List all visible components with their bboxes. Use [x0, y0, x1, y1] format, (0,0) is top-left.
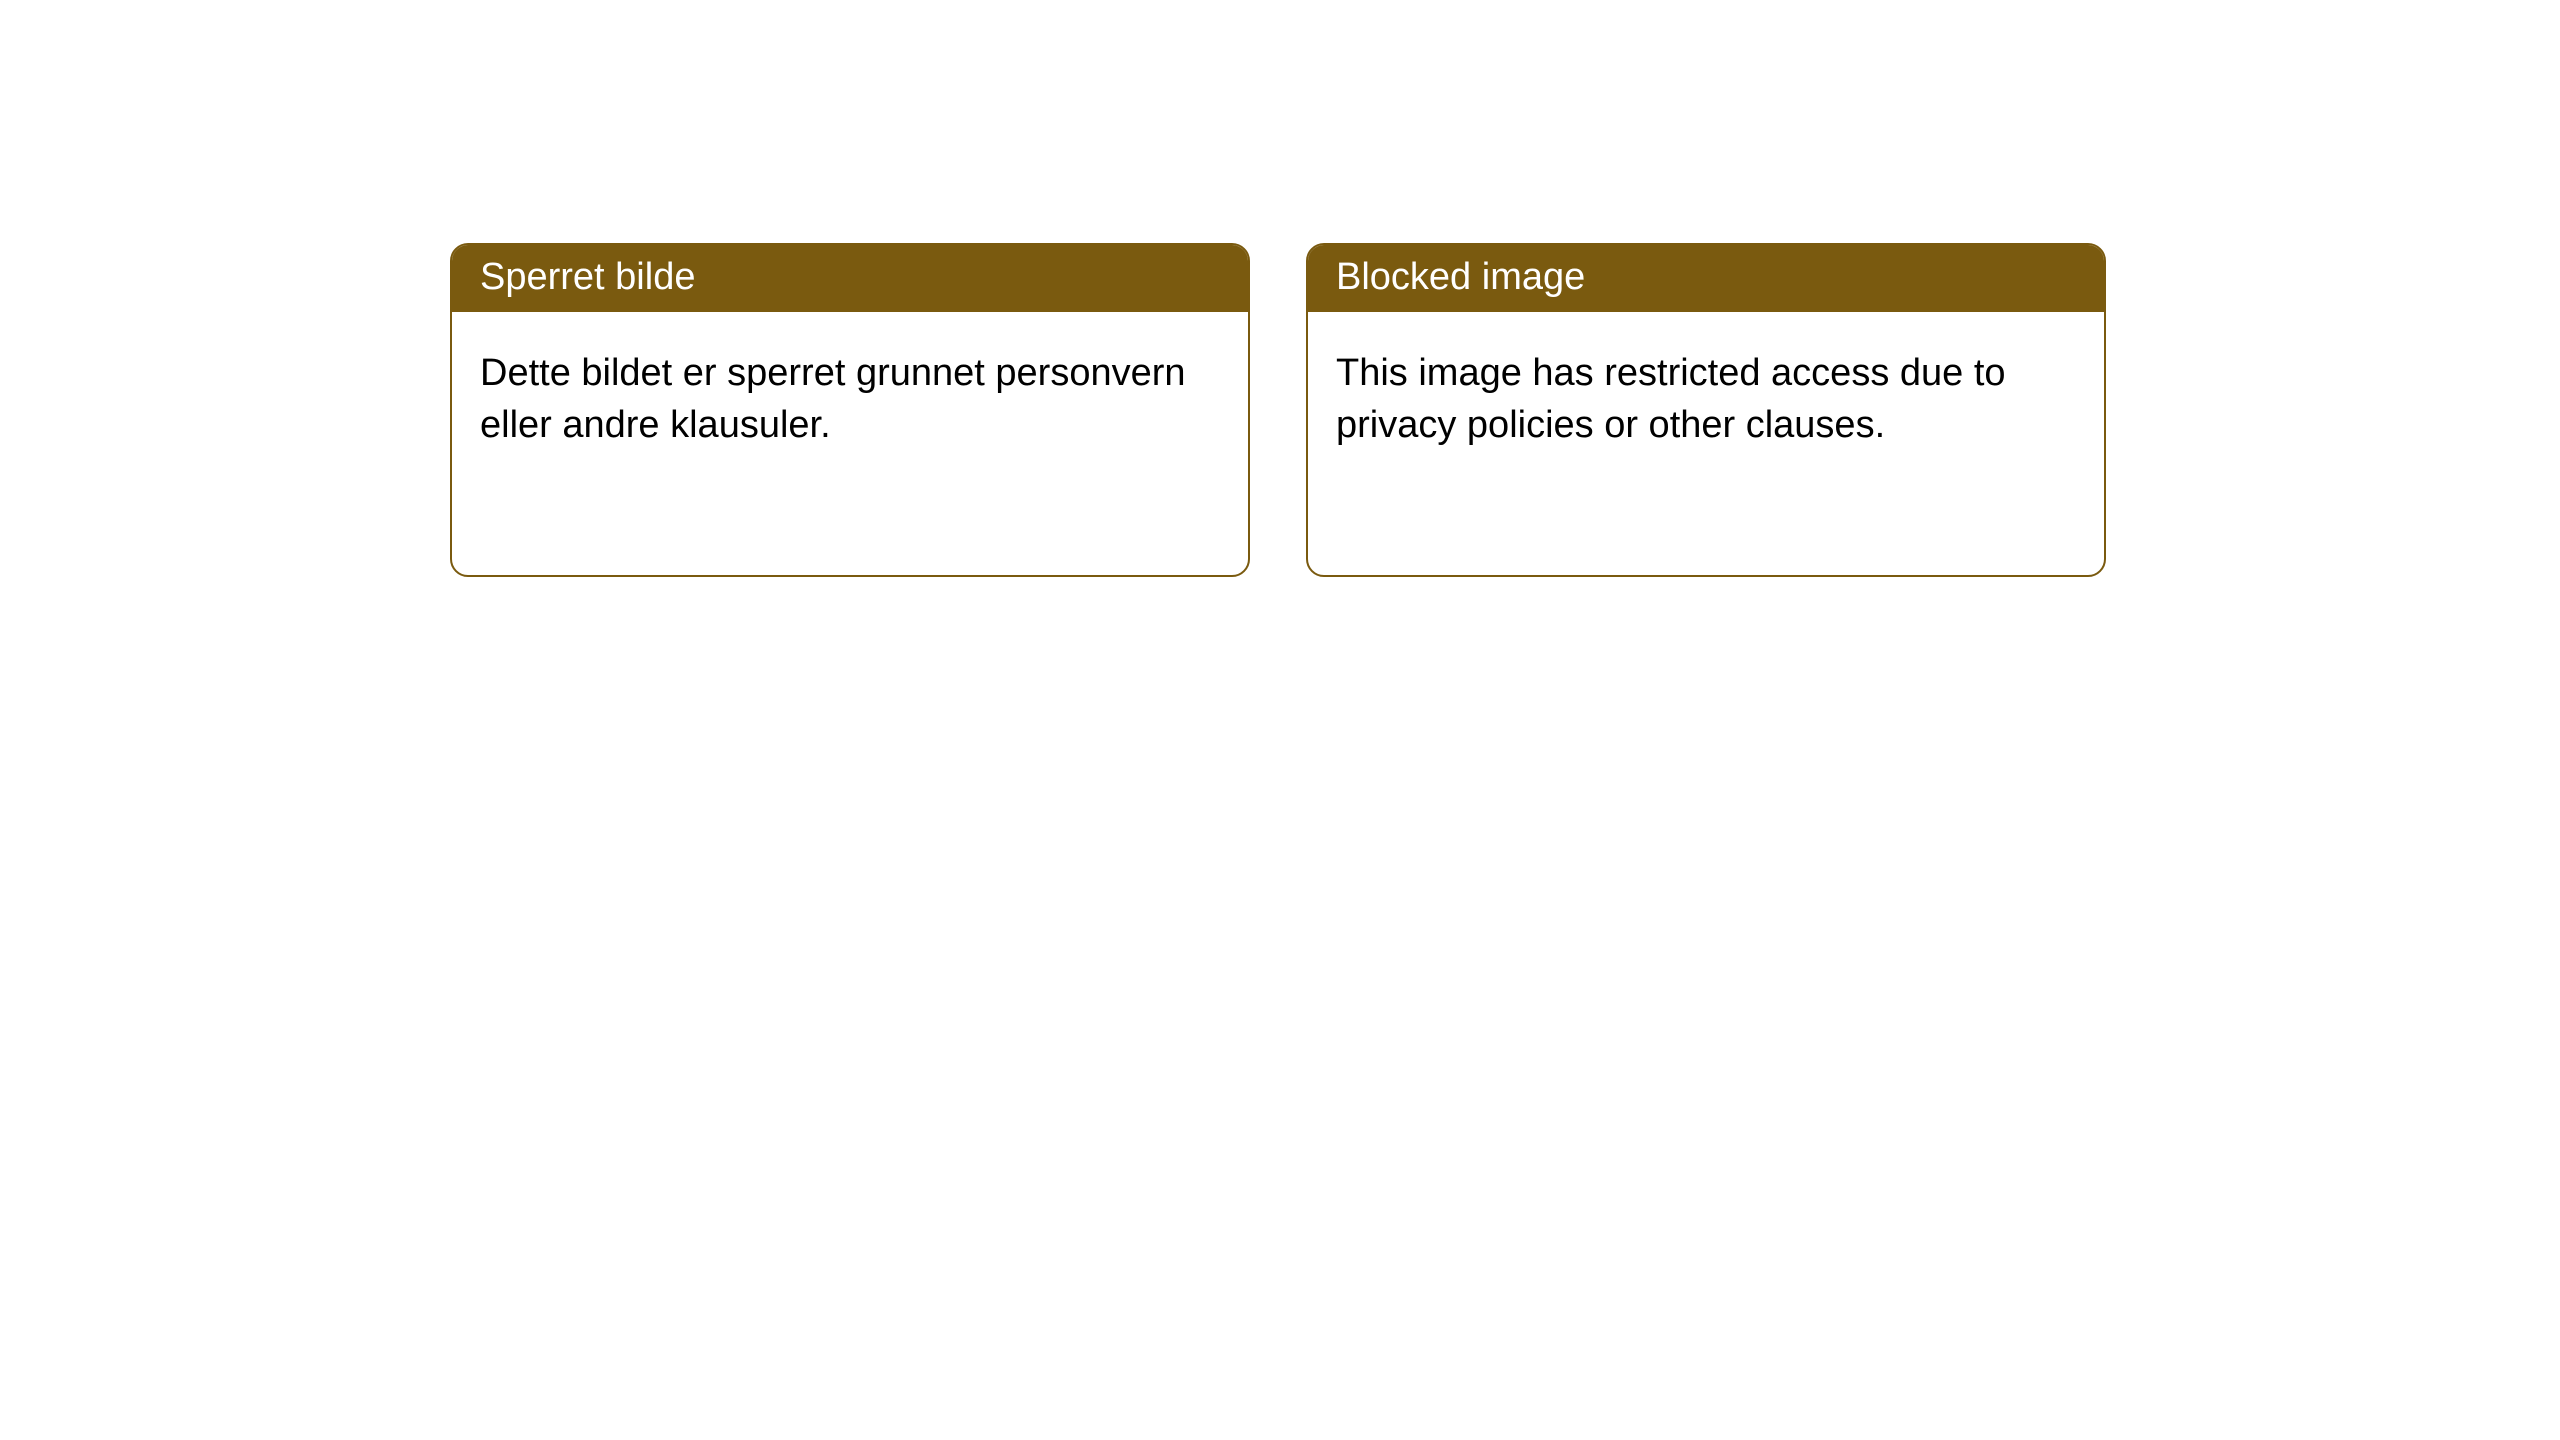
notice-title: Sperret bilde	[452, 245, 1248, 312]
notice-container: Sperret bilde Dette bildet er sperret gr…	[0, 0, 2560, 577]
notice-body: Dette bildet er sperret grunnet personve…	[452, 312, 1248, 479]
notice-card-norwegian: Sperret bilde Dette bildet er sperret gr…	[450, 243, 1250, 577]
notice-card-english: Blocked image This image has restricted …	[1306, 243, 2106, 577]
notice-body: This image has restricted access due to …	[1308, 312, 2104, 479]
notice-title: Blocked image	[1308, 245, 2104, 312]
